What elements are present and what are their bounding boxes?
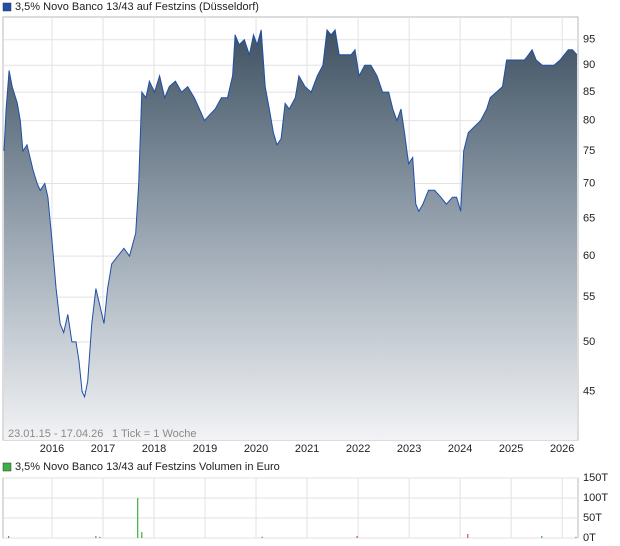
volume-bar <box>137 498 139 538</box>
y-tick-label: 65 <box>583 212 595 224</box>
price-line <box>3 28 578 399</box>
x-tick-label: 2018 <box>142 443 166 455</box>
legend-label: 3,5% Novo Banco 13/43 auf Festzins (Düss… <box>15 1 259 13</box>
annotation: 23.01.15 - 17.04.26 <box>8 428 103 440</box>
y-tick-label: 80 <box>583 115 595 127</box>
x-tick-label: 2017 <box>91 443 115 455</box>
volume-bar <box>575 536 577 538</box>
legend-swatch <box>2 462 12 472</box>
x-tick-label: 2025 <box>499 443 523 455</box>
y-tick-label: 75 <box>583 145 595 157</box>
legend-swatch <box>2 2 12 12</box>
x-tick-label: 2019 <box>193 443 217 455</box>
legend-label: 3,5% Novo Banco 13/43 auf Festzins Volum… <box>15 461 280 473</box>
y-tick-label: 85 <box>583 86 595 98</box>
y-tick-label: 55 <box>583 291 595 303</box>
y-tick-label: 50 <box>583 336 595 348</box>
volume-bar <box>261 536 263 538</box>
y-tick-label: 60 <box>583 250 595 262</box>
volume-bar <box>99 536 101 538</box>
y-tick-label: 0T <box>583 532 596 544</box>
area-fill <box>4 29 577 441</box>
x-tick-label: 2022 <box>346 443 370 455</box>
x-tick-label: 2020 <box>244 443 268 455</box>
volume-bar <box>467 534 469 538</box>
y-tick-label: 70 <box>583 177 595 189</box>
y-tick-label: 90 <box>583 59 595 71</box>
plot-frame <box>2 477 579 539</box>
volume-bar <box>541 536 543 538</box>
volume-bar <box>95 536 97 538</box>
volume-bar <box>141 532 143 538</box>
y-tick-label: 45 <box>583 385 595 397</box>
y-tick-label: 50T <box>583 512 602 524</box>
y-tick-label: 95 <box>583 34 595 46</box>
y-tick-label: 150T <box>583 472 608 484</box>
x-tick-label: 2023 <box>397 443 421 455</box>
volume-bar <box>8 536 10 538</box>
x-tick-label: 2016 <box>40 443 64 455</box>
x-tick-label: 2026 <box>550 443 574 455</box>
volume-bar <box>356 536 358 538</box>
x-tick-label: 2024 <box>448 443 472 455</box>
x-tick-label: 2021 <box>295 443 319 455</box>
y-tick-label: 100T <box>583 492 608 504</box>
annotation: 1 Tick = 1 Woche <box>112 428 196 440</box>
